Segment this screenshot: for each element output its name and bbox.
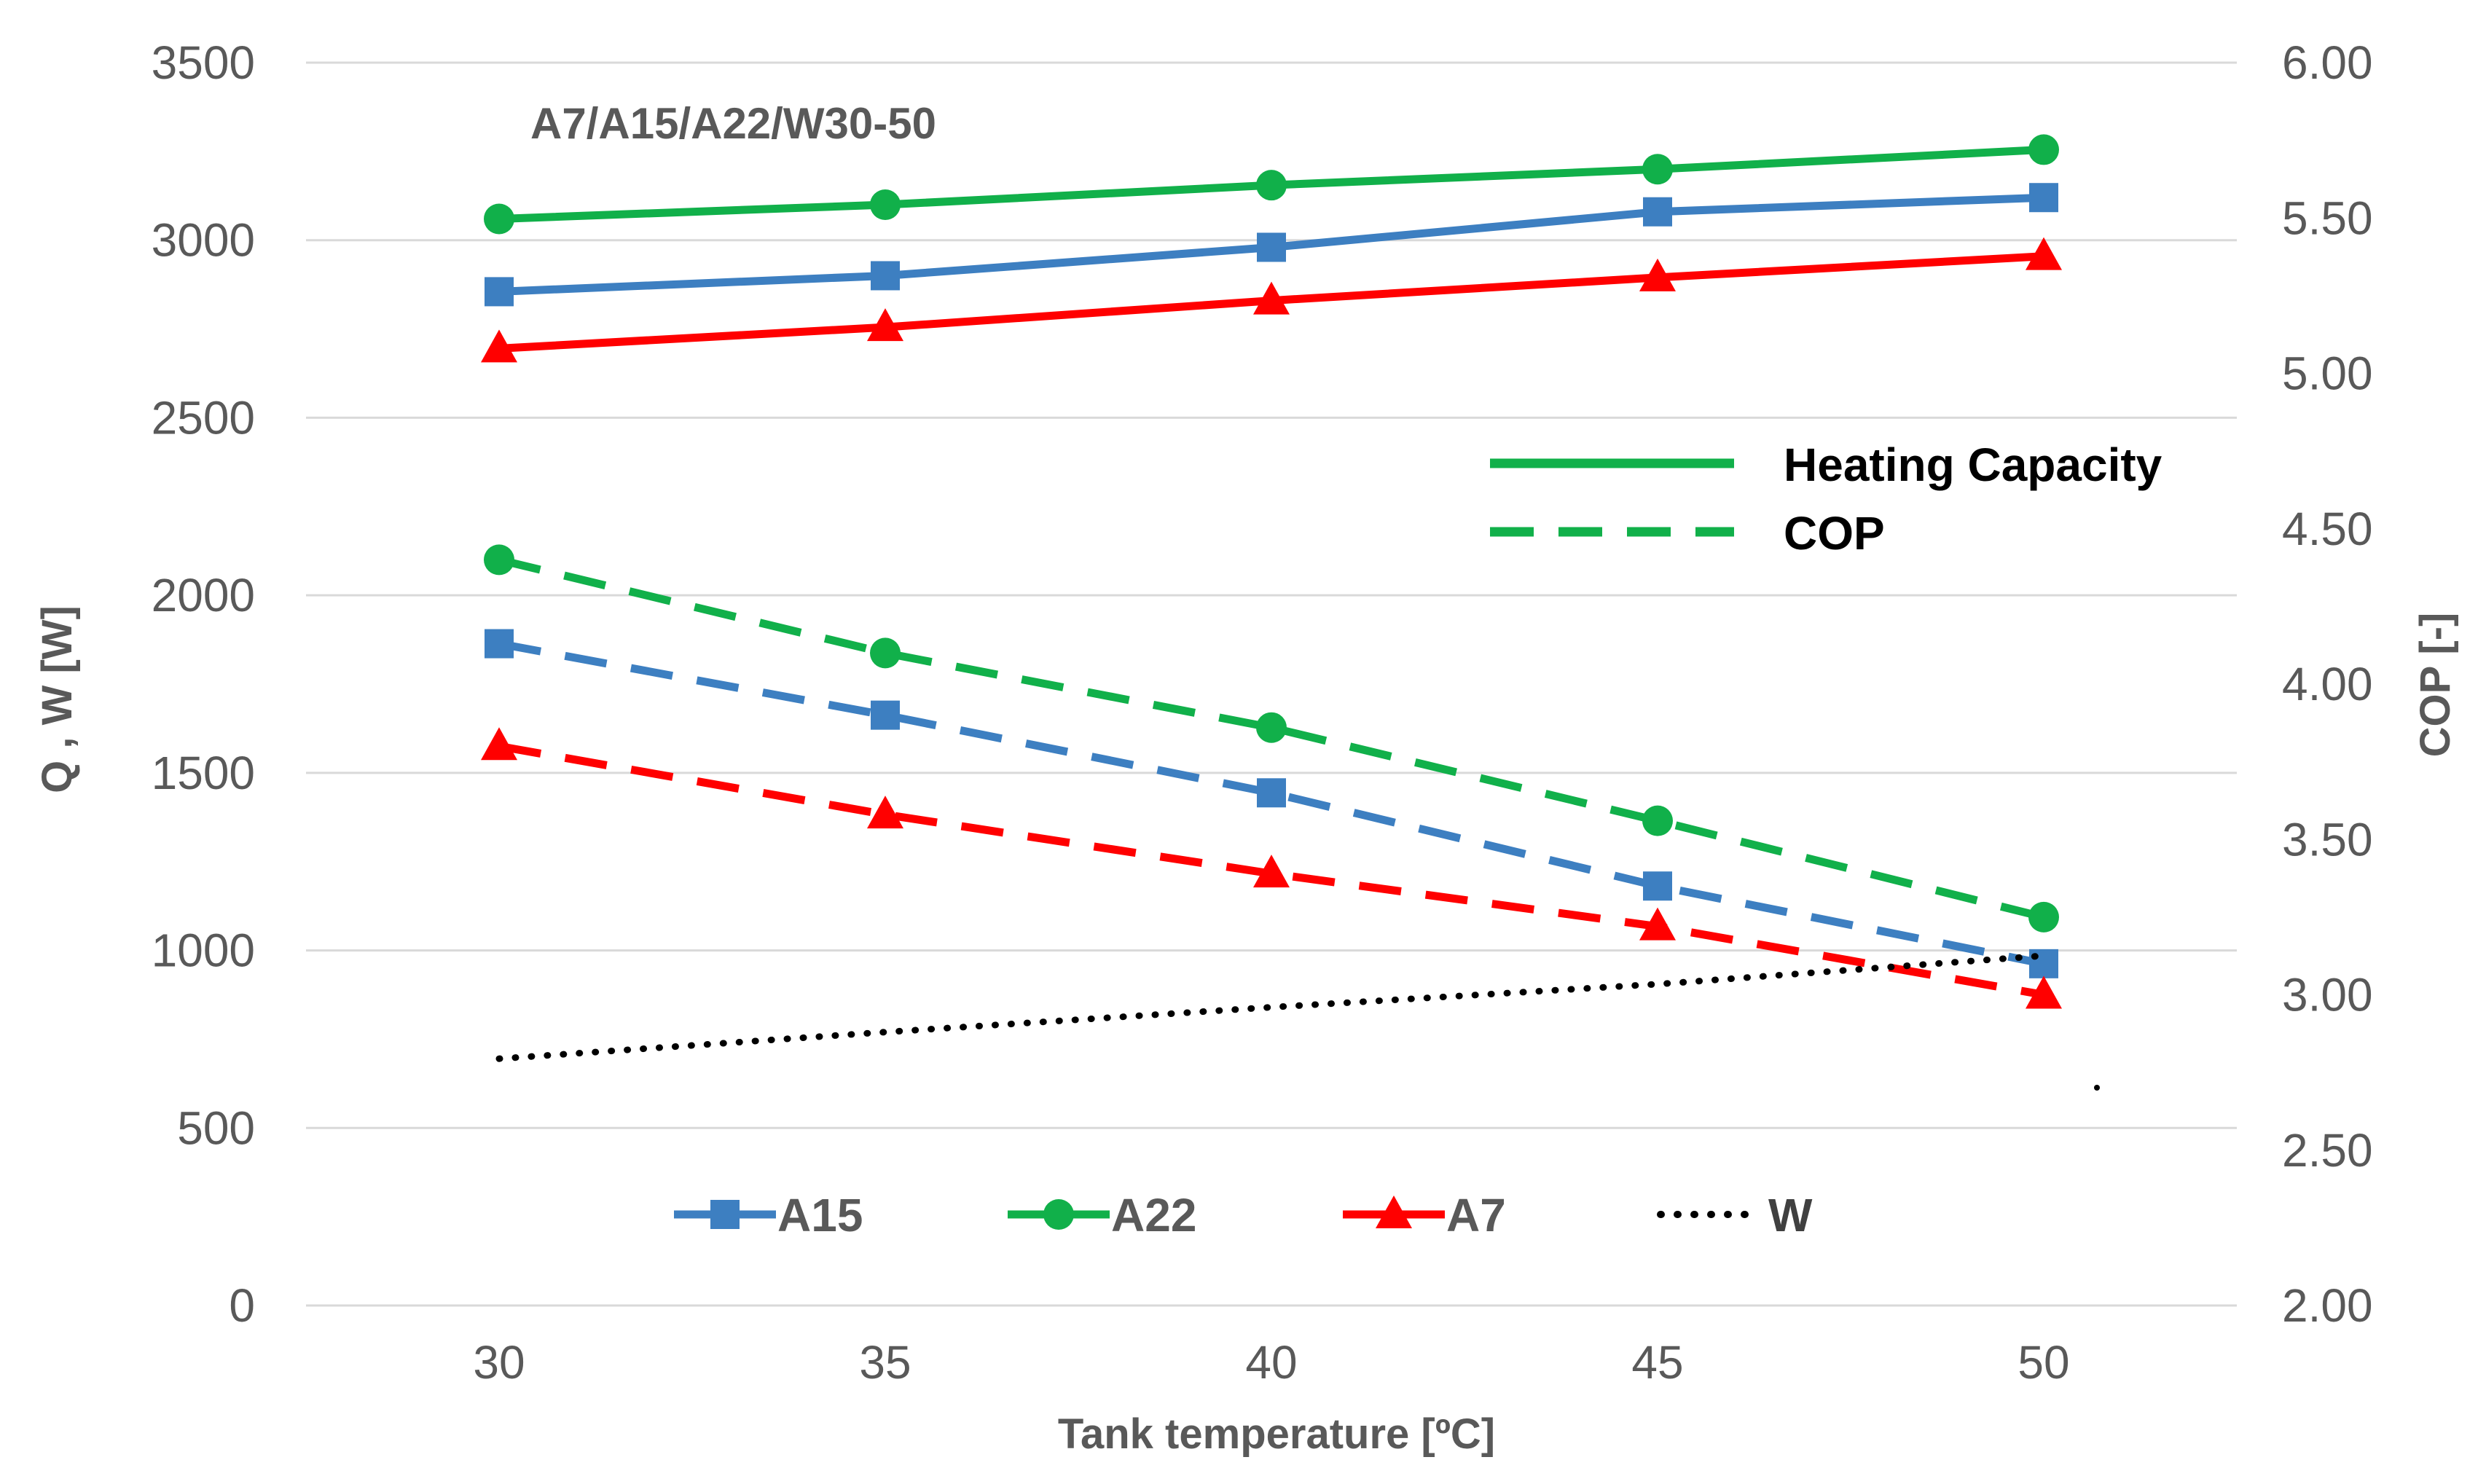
y-right-tick-label: 4.50: [2282, 503, 2373, 555]
data-point-a7-cop: [2026, 975, 2062, 1009]
data-point-a15-heating-capacity: [2029, 183, 2058, 213]
legend-label-a22: A22: [1111, 1189, 1196, 1241]
data-point-a22-cop: [1642, 805, 1673, 836]
legend-marker-a22: [1043, 1199, 1074, 1230]
y-axis-right-title: COP [-]: [2412, 613, 2459, 758]
data-point-a22-heating-capacity: [2028, 134, 2059, 165]
data-point-a22-cop: [1256, 712, 1287, 743]
data-point-a15-cop: [1257, 778, 1286, 808]
y-left-tick-label: 2500: [152, 391, 255, 444]
data-point-a15-cop: [485, 629, 514, 659]
legend-marker-a7: [1376, 1196, 1412, 1228]
data-point-a15-heating-capacity: [1257, 232, 1286, 262]
data-point-a22-heating-capacity: [1642, 154, 1673, 185]
legend-cop-label: COP: [1784, 507, 1885, 560]
data-point-a15-heating-capacity: [1643, 197, 1672, 227]
y-left-tick-label: 1500: [152, 747, 255, 799]
y-right-tick-label: 2.00: [2282, 1279, 2373, 1332]
data-point-a7-cop: [1253, 855, 1290, 888]
y-right-tick-label: 3.50: [2282, 813, 2373, 865]
data-point-a15-heating-capacity: [871, 261, 900, 291]
data-point-a22-heating-capacity: [1256, 170, 1287, 201]
data-point-a22-heating-capacity: [870, 189, 901, 220]
x-tick-label: 50: [2018, 1336, 2069, 1389]
legend-series: A15 A22 A7 W: [674, 1189, 1813, 1241]
y-right-tick-label: 2.50: [2282, 1124, 2373, 1177]
data-point-a15-cop: [871, 700, 900, 730]
data-point-a7-heating-capacity: [867, 308, 903, 342]
x-tick-label: 40: [1245, 1336, 1297, 1389]
series-layer: [481, 134, 2100, 1091]
x-axis: 30 35 40 45 50: [473, 1336, 2069, 1389]
data-point-a7-heating-capacity: [2026, 237, 2062, 270]
x-axis-title: Tank temperature [ºC]: [1058, 1410, 1495, 1458]
left-y-axis: 0 500 1000 1500 2000 2500 3000 3500: [152, 36, 255, 1332]
data-point-a7-heating-capacity: [1253, 281, 1290, 315]
y-left-tick-label: 3000: [152, 214, 255, 267]
y-left-tick-label: 500: [177, 1102, 255, 1154]
y-right-tick-label: 4.00: [2282, 658, 2373, 710]
data-point-a7-heating-capacity: [1639, 258, 1676, 291]
data-point-a7-cop: [481, 727, 517, 761]
right-y-axis: 2.00 2.50 3.00 3.50 4.00 4.50 5.00 5.50 6.00: [2282, 36, 2373, 1332]
data-point-a7-heating-capacity: [481, 329, 517, 363]
data-point-a22-cop: [870, 637, 901, 669]
data-point-a7-cop: [867, 796, 903, 829]
data-point-a15-heating-capacity: [485, 277, 514, 307]
y-axis-left-title: Q , W [W]: [34, 605, 81, 793]
y-right-tick-label: 5.50: [2282, 192, 2373, 244]
legend-label-w: W: [1768, 1189, 1813, 1241]
legend-heating-capacity-label: Heating Capacity: [1784, 439, 2162, 491]
chart-title: A7/A15/A22/W30-50: [530, 99, 936, 148]
stray-dot: [2094, 1085, 2100, 1091]
y-right-tick-label: 3.00: [2282, 969, 2373, 1021]
data-point-a7-cop: [1639, 907, 1676, 941]
y-left-tick-label: 3500: [152, 36, 255, 89]
x-tick-label: 35: [859, 1336, 911, 1389]
x-tick-label: 45: [1631, 1336, 1683, 1389]
legend-marker-a15: [710, 1200, 740, 1229]
y-left-tick-label: 0: [229, 1279, 255, 1332]
data-point-a22-cop: [484, 544, 514, 576]
x-tick-label: 30: [473, 1336, 525, 1389]
data-point-a22-heating-capacity: [484, 203, 514, 235]
series-line-a7-cop: [498, 742, 2044, 999]
y-left-tick-label: 1000: [152, 924, 255, 977]
data-point-a15-cop: [1643, 871, 1672, 901]
data-point-a22-cop: [2028, 901, 2059, 933]
grid-lines: [306, 61, 2237, 1307]
y-left-tick-label: 2000: [152, 569, 255, 621]
y-right-tick-label: 6.00: [2282, 36, 2373, 89]
legend-label-a15: A15: [777, 1189, 863, 1241]
series-line-a15-cop: [498, 640, 2045, 968]
legend-style: Heating Capacity COP: [1490, 439, 2162, 560]
y-right-tick-label: 5.00: [2282, 348, 2373, 400]
series-line-w: [495, 952, 2047, 1062]
legend-label-a7: A7: [1446, 1189, 1506, 1241]
